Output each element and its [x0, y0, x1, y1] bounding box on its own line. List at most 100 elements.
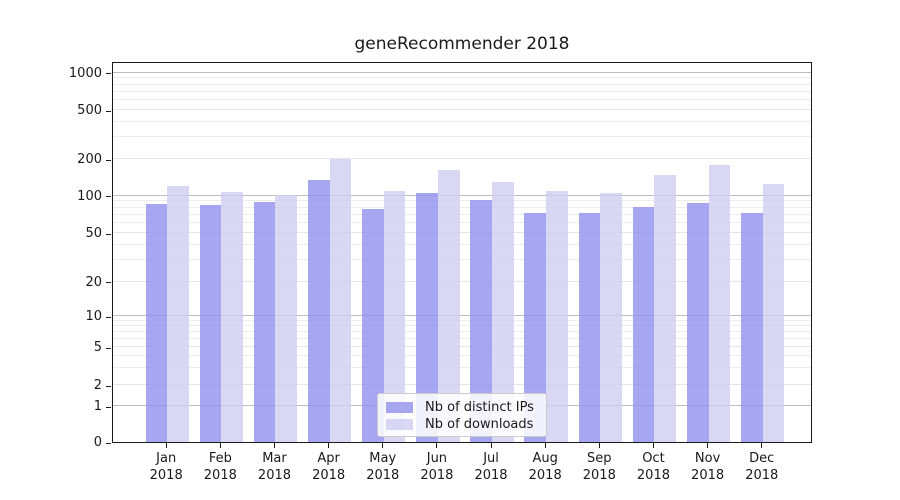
minor-gridline: [113, 355, 811, 357]
y-tick-label: 10: [85, 309, 102, 324]
x-tick-month: Oct: [642, 451, 665, 466]
x-tick-month: Jan: [156, 451, 177, 466]
plot-area: [112, 62, 812, 443]
y-tick: [106, 196, 111, 197]
bar-downloads: [329, 159, 352, 442]
bar-downloads: [275, 194, 298, 442]
x-tick-label: Jun 2018: [407, 450, 467, 484]
y-tick-label: 200: [77, 152, 102, 167]
minor-gridline: [113, 243, 811, 245]
x-tick: [490, 443, 492, 448]
x-tick-year: 2018: [420, 468, 454, 483]
x-tick-year: 2018: [257, 468, 292, 483]
y-tick-label: 0: [93, 435, 102, 450]
bar-distinct-ips: [416, 193, 438, 442]
x-tick-label: May 2018: [353, 450, 413, 484]
x-tick-label: Apr 2018: [299, 450, 359, 484]
bar-distinct-ips: [741, 212, 763, 442]
y-tick: [106, 347, 111, 349]
y-tick-label: 20: [85, 274, 102, 290]
bar-downloads: [167, 185, 189, 442]
x-tick-year: 2018: [691, 468, 725, 483]
minor-gridline: [113, 259, 811, 261]
legend-item: Nb of distinct IPs: [386, 399, 538, 416]
y-tick: [106, 406, 111, 408]
legend: Nb of distinct IPs Nb of downloads: [377, 393, 547, 437]
gridline-50: [113, 232, 811, 233]
minor-gridline: [113, 319, 811, 321]
y-tick-label: 50: [85, 226, 102, 241]
gridline-2: [113, 384, 811, 385]
x-tick: [436, 443, 438, 448]
legend-swatch: [386, 402, 413, 413]
y-tick: [106, 73, 111, 74]
x-tick-label: Jan 2018: [136, 450, 196, 484]
bar-distinct-ips: [632, 206, 655, 442]
x-tick-year: 2018: [149, 468, 183, 483]
x-tick-label: Aug 2018: [515, 450, 575, 484]
bar-downloads: [708, 165, 731, 442]
minor-gridline: [113, 136, 811, 138]
y-tick: [106, 282, 111, 283]
x-tick: [165, 443, 167, 448]
bar-distinct-ips: [686, 203, 709, 442]
bar-distinct-ips: [362, 208, 384, 442]
bar-downloads: [437, 169, 460, 442]
bar-downloads: [654, 174, 677, 442]
x-tick: [382, 443, 384, 448]
x-tick-month: May: [369, 451, 397, 466]
bar-distinct-ips: [578, 213, 601, 442]
minor-gridline: [113, 90, 811, 92]
bar-downloads: [492, 181, 514, 442]
x-tick: [652, 443, 654, 448]
x-tick-month: Jun: [426, 451, 448, 466]
x-tick-month: Mar: [262, 451, 287, 466]
bar-downloads: [383, 191, 406, 442]
y-tick-label: 2: [93, 378, 102, 393]
x-tick-label: Nov 2018: [678, 450, 738, 484]
bar-distinct-ips: [307, 180, 330, 442]
gridline-500: [113, 109, 811, 110]
minor-gridline: [113, 337, 811, 339]
x-tick-month: Jul: [483, 451, 499, 466]
bar-distinct-ips: [253, 202, 276, 442]
gridline-20: [113, 280, 811, 282]
bar-downloads: [546, 190, 568, 442]
x-tick-year: 2018: [636, 468, 670, 483]
x-tick-label: Oct 2018: [623, 450, 683, 484]
x-tick-label: Mar 2018: [244, 450, 304, 484]
x-tick-year: 2018: [203, 468, 237, 483]
legend-label: Nb of distinct IPs: [425, 400, 534, 415]
legend-label: Nb of downloads: [425, 417, 534, 432]
x-tick-label: Jul 2018: [461, 450, 521, 484]
minor-gridline: [113, 120, 811, 122]
x-tick-label: Sep 2018: [569, 450, 629, 484]
x-tick-month: Dec: [749, 451, 775, 466]
x-tick: [219, 443, 221, 448]
x-tick-year: 2018: [582, 468, 616, 483]
minor-gridline: [113, 206, 811, 208]
x-tick-month: Aug: [532, 451, 558, 466]
bar-downloads: [762, 184, 785, 442]
bar-downloads: [221, 191, 244, 442]
minor-gridline: [113, 324, 811, 326]
x-tick-label: Dec 2018: [732, 450, 792, 484]
x-tick-month: Feb: [208, 451, 232, 466]
x-tick: [761, 443, 763, 448]
gridline-100: [113, 194, 811, 196]
x-tick-year: 2018: [474, 468, 508, 483]
minor-gridline: [113, 200, 811, 202]
chart-title: geneRecommender 2018: [354, 34, 570, 54]
x-tick-month: Sep: [587, 451, 612, 466]
gridline-1000: [113, 71, 811, 73]
minor-gridline: [113, 83, 811, 85]
minor-gridline: [113, 367, 811, 369]
x-tick-month: Nov: [694, 451, 721, 466]
y-tick: [106, 442, 111, 444]
bar-distinct-ips: [145, 203, 168, 442]
x-tick: [273, 443, 275, 448]
bar-distinct-ips: [470, 200, 493, 442]
y-tick-label: 100: [77, 188, 102, 204]
minor-gridline: [113, 330, 811, 332]
